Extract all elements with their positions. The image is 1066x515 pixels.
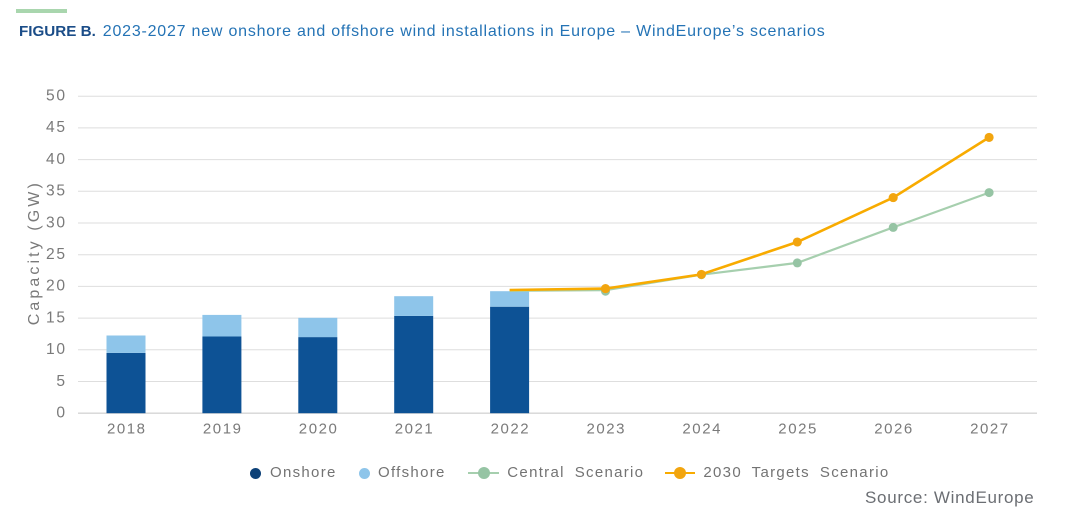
svg-text:2021: 2021 — [395, 421, 435, 438]
svg-text:15: 15 — [46, 309, 67, 326]
svg-text:40: 40 — [46, 151, 67, 168]
svg-text:20: 20 — [46, 278, 67, 295]
svg-text:2022: 2022 — [491, 421, 531, 438]
svg-text:2023: 2023 — [587, 421, 627, 438]
svg-text:2027: 2027 — [970, 421, 1010, 438]
svg-text:5: 5 — [56, 373, 66, 390]
svg-text:2025: 2025 — [778, 421, 818, 438]
svg-text:45: 45 — [46, 119, 67, 136]
svg-text:50: 50 — [46, 88, 67, 105]
svg-text:Capacity (GW): Capacity (GW) — [26, 180, 43, 325]
svg-text:30: 30 — [46, 214, 67, 231]
svg-text:2024: 2024 — [682, 421, 722, 438]
svg-text:25: 25 — [46, 246, 67, 263]
svg-text:0: 0 — [56, 405, 66, 422]
svg-text:2018: 2018 — [107, 421, 147, 438]
svg-text:2019: 2019 — [203, 421, 243, 438]
svg-text:10: 10 — [46, 341, 67, 358]
svg-text:35: 35 — [46, 183, 67, 200]
svg-text:2026: 2026 — [874, 421, 914, 438]
svg-text:2020: 2020 — [299, 421, 339, 438]
